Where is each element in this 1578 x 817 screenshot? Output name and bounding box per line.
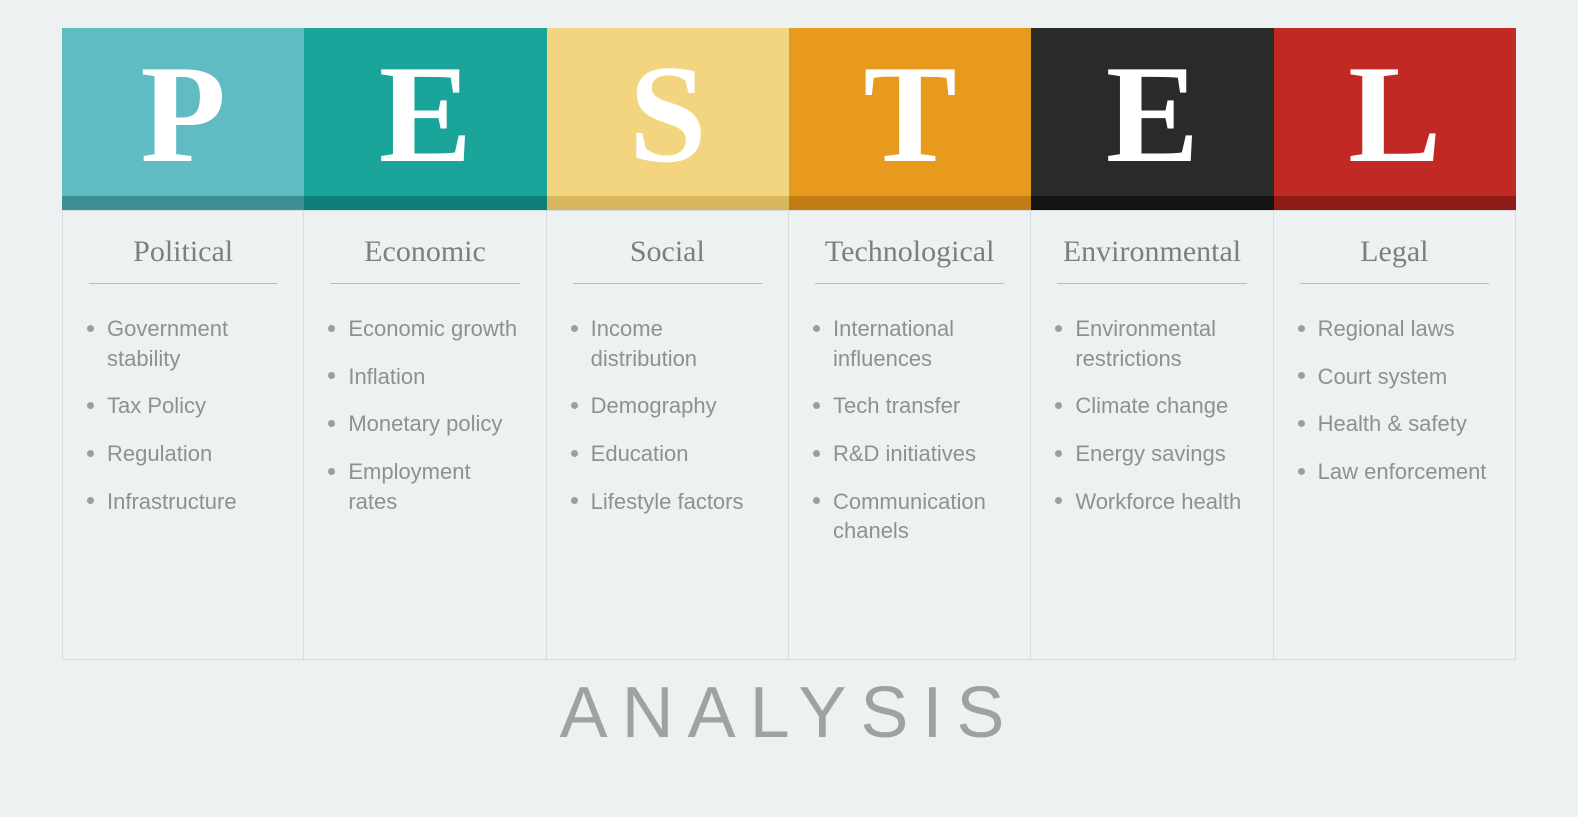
letter-glyph: E [1106,45,1199,193]
category-title: Technological [811,235,1008,283]
category-list: Regional laws Court system Health & safety… [1296,314,1493,487]
letter-underbar [547,196,789,210]
list-item: Health & safety [1296,409,1493,439]
content-cell-political: Political Government stability Tax Policy R… [62,210,304,660]
category-divider [815,283,1004,284]
letter-cell-p-0: P [62,28,304,210]
category-list: Environmental restrictions Climate change… [1053,314,1250,516]
category-title: Environmental [1053,235,1250,283]
letter-cell-e-1: E [304,28,546,210]
content-cell-economic: Economic Economic growth Inflation Monetary… [304,210,546,660]
letter-underbar [1031,196,1273,210]
category-title: Legal [1296,235,1493,283]
list-item: Employment rates [326,457,523,516]
letter-cell-t-3: T [789,28,1031,210]
list-item: Income distribution [569,314,766,373]
content-cell-legal: Legal Regional laws Court system Health & s… [1274,210,1516,660]
list-item: Government stability [85,314,281,373]
category-divider [1300,283,1489,284]
letter-underbar [304,196,546,210]
category-title: Economic [326,235,523,283]
list-item: Infrastructure [85,487,281,517]
pestel-content-row: Political Government stability Tax Policy R… [62,210,1516,660]
content-cell-social: Social Income distribution Demography Educa… [547,210,789,660]
content-cell-technological: Technological International influences Tec… [789,210,1031,660]
category-title: Social [569,235,766,283]
category-divider [89,283,277,284]
letter-cell-l-5: L [1274,28,1516,210]
list-item: Climate change [1053,391,1250,421]
content-cell-environmental: Environmental Environmental restrictions C… [1031,210,1273,660]
list-item: Education [569,439,766,469]
footer-title: ANALYSIS [62,672,1516,754]
list-item: Tax Policy [85,391,281,421]
category-divider [573,283,762,284]
letter-underbar [62,196,304,210]
letter-glyph: P [140,45,226,193]
category-list: Economic growth Inflation Monetary policy E… [326,314,523,516]
letter-cell-s-2: S [547,28,789,210]
list-item: Communication chanels [811,487,1008,546]
list-item: Demography [569,391,766,421]
category-title: Political [85,235,281,283]
letter-underbar [789,196,1031,210]
list-item: Economic growth [326,314,523,344]
list-item: Lifestyle factors [569,487,766,517]
letter-glyph: T [863,45,956,193]
list-item: Regional laws [1296,314,1493,344]
category-divider [330,283,519,284]
pestel-letter-row: PESTEL [62,28,1516,210]
list-item: R&D initiatives [811,439,1008,469]
list-item: Energy savings [1053,439,1250,469]
category-list: Income distribution Demography Education Li… [569,314,766,516]
list-item: Tech transfer [811,391,1008,421]
category-list: International influences Tech transfer R&D… [811,314,1008,546]
letter-cell-e-4: E [1031,28,1273,210]
list-item: Inflation [326,362,523,392]
category-list: Government stability Tax Policy Regulation… [85,314,281,516]
letter-glyph: S [629,45,707,193]
letter-underbar [1274,196,1516,210]
letter-glyph: L [1348,45,1441,193]
list-item: Workforce health [1053,487,1250,517]
list-item: Monetary policy [326,409,523,439]
list-item: Regulation [85,439,281,469]
list-item: International influences [811,314,1008,373]
list-item: Environmental restrictions [1053,314,1250,373]
list-item: Law enforcement [1296,457,1493,487]
letter-glyph: E [379,45,472,193]
category-divider [1057,283,1246,284]
list-item: Court system [1296,362,1493,392]
